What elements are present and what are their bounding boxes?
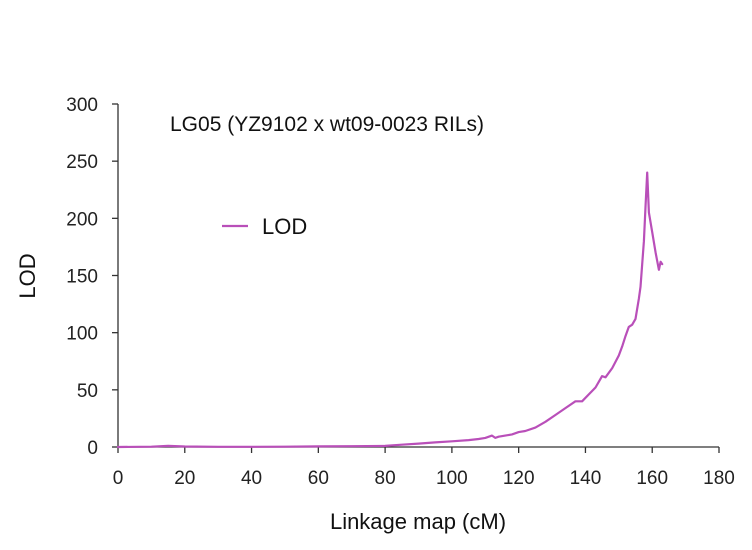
legend-label-lod: LOD	[262, 214, 307, 239]
series-layer	[116, 171, 664, 449]
y-tick-label: 100	[66, 324, 98, 345]
x-tick-label: 120	[503, 468, 535, 489]
axes	[117, 104, 719, 448]
x-tick-label: 160	[636, 468, 668, 489]
y-tick-label: 0	[87, 438, 98, 459]
chart-title: LG05 (YZ9102 x wt09-0023 RILs)	[170, 113, 484, 136]
x-tick-label: 140	[570, 468, 602, 489]
x-tick-label: 20	[174, 468, 195, 489]
series-line-lod	[116, 171, 664, 449]
y-axis-title: LOD	[15, 253, 40, 298]
x-tick-label: 100	[436, 468, 468, 489]
x-tick-label: 60	[308, 468, 329, 489]
y-tick-label: 50	[77, 381, 98, 402]
y-tick-label: 150	[66, 267, 98, 288]
y-tick-label: 300	[66, 95, 98, 116]
y-tick-label: 200	[66, 209, 98, 230]
x-axis-title: Linkage map (cM)	[330, 509, 506, 534]
x-tick-label: 180	[703, 468, 735, 489]
y-tick-label: 250	[66, 152, 98, 173]
x-tick-label: 0	[113, 468, 124, 489]
x-tick-label: 40	[241, 468, 262, 489]
axis-ticks: 0 20 40 60 80 100 120 140 160 180 0 50 100 150 200 250 3…	[66, 95, 735, 489]
legend: LOD	[222, 214, 307, 239]
x-tick-label: 80	[375, 468, 396, 489]
